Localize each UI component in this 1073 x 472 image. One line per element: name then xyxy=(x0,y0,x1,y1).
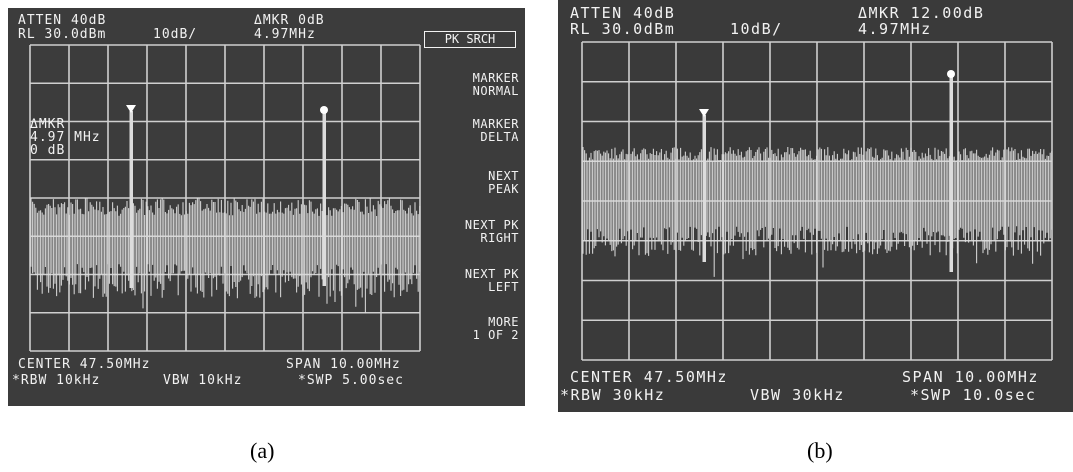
spectrum-display-b xyxy=(581,41,1053,361)
sweep-label-b: *SWP 10.0sec xyxy=(910,386,1037,404)
vbw-label-a: VBW 10kHz xyxy=(163,373,243,388)
rbw-label-a: *RBW 10kHz xyxy=(12,373,101,388)
marker-triangle-icon xyxy=(126,105,136,113)
sweep-label-a: *SWP 5.00sec xyxy=(298,373,404,388)
next-pk-left-softkey[interactable]: NEXT PK LEFT xyxy=(464,267,519,294)
delta-marker-label-b: ΔMKR 12.00dB xyxy=(858,4,985,22)
vbw-label-b: VBW 30kHz xyxy=(750,386,845,404)
pk-srch-softkey[interactable]: PK SRCH xyxy=(424,31,516,48)
delta-freq-label-a: 4.97MHz xyxy=(254,27,316,42)
scale-label-b: 10dB/ xyxy=(730,20,783,38)
rbw-label-b: *RBW 30kHz xyxy=(560,386,666,404)
delta-marker-label-a: ΔMKR 0dB xyxy=(254,13,325,28)
noise-trace xyxy=(30,198,421,314)
atten-label-a: ATTEN 40dB xyxy=(18,13,107,28)
caption-a: (a) xyxy=(250,438,275,463)
marker-readout-line2-a: 4.97 MHz xyxy=(30,130,101,145)
signal-spike xyxy=(702,115,706,262)
marker-normal-softkey[interactable]: MARKER NORMAL xyxy=(472,71,519,98)
signal-spike xyxy=(949,76,953,272)
span-label-a: SPAN 10.00MHz xyxy=(286,357,401,372)
next-peak-softkey[interactable]: NEXT PEAK xyxy=(488,169,519,196)
marker-triangle-icon xyxy=(699,109,709,117)
more-softkey[interactable]: MORE 1 OF 2 xyxy=(472,315,519,342)
spectrum-screen-a: ATTEN 40dB RL 30.0dBm 10dB/ ΔMKR 0dB 4.9… xyxy=(8,8,525,406)
atten-label-b: ATTEN 40dB xyxy=(570,4,676,22)
marker-diamond-icon xyxy=(320,106,328,114)
center-freq-label-b: CENTER 47.50MHz xyxy=(570,368,728,386)
span-label-b: SPAN 10.00MHz xyxy=(902,368,1039,386)
marker-diamond-icon xyxy=(947,70,955,78)
signal-spike xyxy=(322,112,326,286)
signal-spike xyxy=(129,111,133,288)
caption-b: (b) xyxy=(807,438,833,463)
noise-trace xyxy=(582,147,1053,277)
center-freq-label-a: CENTER 47.50MHz xyxy=(18,357,151,372)
scale-label-a: 10dB/ xyxy=(153,27,198,42)
spectrum-screen-b: ATTEN 40dB RL 30.0dBm 10dB/ ΔMKR 12.00dB… xyxy=(558,0,1073,412)
delta-freq-label-b: 4.97MHz xyxy=(858,20,932,38)
spectrum-display-a xyxy=(29,44,421,352)
marker-readout-line1-a: ΔMKR xyxy=(30,117,66,132)
marker-readout-line3-a: 0 dB xyxy=(30,143,66,158)
ref-level-label-b: RL 30.0dBm xyxy=(570,20,676,38)
ref-level-label-a: RL 30.0dBm xyxy=(18,27,107,42)
marker-delta-softkey[interactable]: MARKER DELTA xyxy=(472,117,519,144)
next-pk-right-softkey[interactable]: NEXT PK RIGHT xyxy=(464,218,519,245)
